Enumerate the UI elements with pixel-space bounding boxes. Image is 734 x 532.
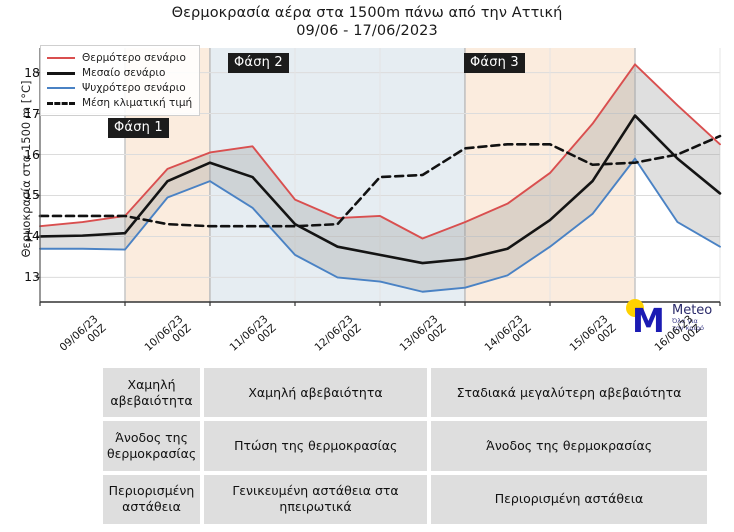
table-cell: Χαμηλή αβεβαιότητα: [101, 366, 202, 420]
phase-1-tag: Φάση 1: [108, 118, 169, 138]
line-swatch-cold: [47, 82, 75, 94]
table-row: Άνοδος της θερμοκρασίας Πτώση της θερμοκρ…: [101, 419, 709, 473]
x-tick-label: 11/06/23 00Z: [227, 313, 279, 354]
table-row: Χαμηλή αβεβαιότητα Χαμηλή αβεβαιότητα Σταδ…: [101, 366, 709, 420]
table-cell: Περιορισμένη αστάθεια: [429, 472, 709, 526]
meteo-tagline-2: τον καιρό: [672, 324, 705, 332]
x-axis-ticks: 09/06/23 00Z 10/06/23 00Z 11/06/23 00Z 12/06/2…: [0, 312, 734, 368]
line-swatch-mid: [47, 67, 75, 79]
table-cell: Χαμηλή αβεβαιότητα: [202, 366, 429, 420]
legend-label: Θερμότερο σενάριο: [82, 51, 186, 64]
x-tick-label: 12/06/23 00Z: [312, 313, 364, 354]
temperature-line-chart: [36, 48, 722, 306]
sun-dot-icon: [626, 299, 644, 317]
table-cell: Γενικευμένη αστάθεια στα ηπειρωτικά: [202, 472, 429, 526]
x-tick-label: 16/06/23 00Z: [652, 313, 704, 354]
series-line: [39, 157, 721, 293]
table-cell: Άνοδος της θερμοκρασίας: [429, 419, 709, 473]
y-tick-label: 15: [24, 187, 40, 203]
phase-3-tag: Φάση 3: [464, 53, 525, 73]
x-tick-label: 14/06/23 00Z: [482, 313, 534, 354]
legend-label: Μεσαίο σενάριο: [82, 66, 166, 79]
y-tick-label: 17: [24, 105, 40, 121]
legend-item: Μεσαίο σενάριο: [47, 65, 192, 80]
line-swatch-climate: [47, 97, 75, 109]
series-line: [38, 134, 722, 228]
table-cell: Άνοδος της θερμοκρασίας: [101, 419, 203, 473]
table-cell: Πτώση της θερμοκρασίας: [202, 419, 430, 473]
legend-label: Μέση κλιματική τιμή: [82, 96, 193, 109]
y-axis-ticks: 13 14 15 16 17 18: [0, 40, 40, 315]
meteo-logo: M Meteo Όλα για τον καιρό: [625, 295, 729, 341]
chart-legend: Θερμότερο σενάριο Μεσαίο σενάριο Ψυχρότερο…: [40, 45, 201, 116]
letter-m-icon: M: [632, 301, 665, 340]
y-tick-label: 13: [24, 269, 40, 285]
line-swatch-warm: [47, 52, 75, 64]
legend-label: Ψυχρότερο σενάριο: [82, 81, 186, 94]
y-tick-label: 14: [24, 228, 40, 244]
table-cell: Περιορισμένη αστάθεια: [101, 472, 202, 526]
legend-item: Μέση κλιματική τιμή: [47, 95, 192, 110]
table-row: Περιορισμένη αστάθεια Γενικευμένη αστάθει…: [101, 472, 709, 526]
y-tick-label: 18: [24, 64, 40, 80]
meteo-logo-mark: M: [625, 296, 671, 340]
legend-item: Θερμότερο σενάριο: [47, 50, 192, 65]
title-line-1: Θερμοκρασία αέρα στα 1500m πάνω από την …: [171, 5, 563, 21]
title-line-2: 09/06 - 17/06/2023: [296, 23, 438, 39]
x-tick-label: 13/06/23 00Z: [397, 313, 449, 354]
meteo-tagline-1: Όλα για: [672, 316, 698, 325]
series-line: [39, 63, 721, 240]
meteo-logo-name: Meteo: [672, 302, 713, 318]
y-tick-label: 16: [24, 146, 40, 162]
phase-2-tag: Φάση 2: [228, 53, 289, 73]
x-tick-label: 15/06/23 00Z: [567, 313, 619, 354]
chart-area: Θερμοκρασία στα 1500 m [°C] 13 14 15 16 17 18…: [0, 40, 734, 337]
x-tick-label: 10/06/23 00Z: [142, 313, 194, 354]
meteo-logo-text: Meteo Όλα για τον καιρό: [672, 302, 713, 333]
legend-item: Ψυχρότερο σενάριο: [47, 80, 192, 95]
page-title: Θερμοκρασία αέρα στα 1500m πάνω από την …: [0, 4, 734, 40]
uncertainty-band: [40, 64, 720, 292]
table-cell: Σταδιακά μεγαλύτερη αβεβαιότητα: [429, 366, 709, 420]
x-tick-label: 09/06/23 00Z: [57, 313, 109, 354]
series-line: [38, 114, 722, 265]
phase-summary-table: Χαμηλή αβεβαιότητα Χαμηλή αβεβαιότητα Σταδ…: [101, 366, 709, 526]
